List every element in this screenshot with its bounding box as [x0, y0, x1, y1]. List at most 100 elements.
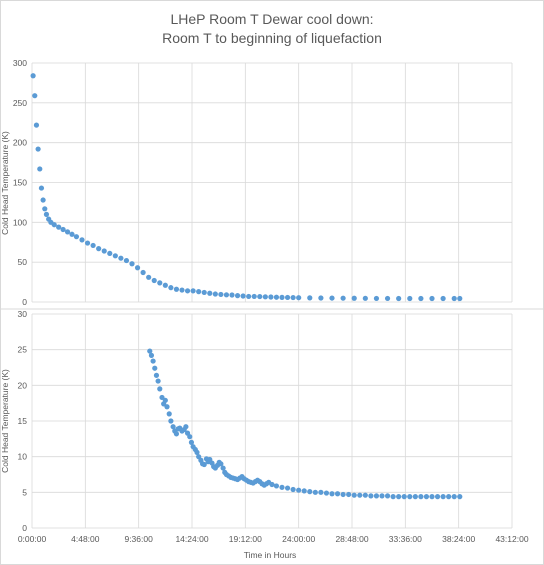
- data-point: [412, 494, 418, 500]
- y-tick-label: 30: [18, 309, 28, 319]
- data-point: [56, 224, 62, 230]
- data-point: [440, 295, 446, 302]
- data-point: [257, 293, 263, 300]
- data-point: [218, 291, 224, 298]
- data-point: [184, 288, 191, 294]
- data-point: [251, 293, 257, 300]
- lower-panel: 0 5 10 15 20 25 30 Cold Head Temperature (K): [0, 309, 513, 533]
- y-tick-label: 20: [18, 380, 28, 390]
- data-point: [340, 491, 346, 498]
- data-point: [134, 265, 141, 271]
- data-point: [64, 229, 71, 235]
- data-point: [290, 486, 296, 493]
- data-point: [179, 287, 185, 293]
- y-tick-label: 150: [13, 178, 27, 188]
- data-point: [220, 465, 226, 471]
- data-point: [42, 206, 48, 212]
- data-point: [173, 286, 180, 292]
- data-point: [60, 226, 66, 233]
- data-point: [401, 494, 407, 500]
- data-point: [307, 295, 313, 301]
- data-point: [379, 493, 385, 499]
- data-point: [229, 292, 235, 298]
- data-point: [273, 294, 280, 300]
- data-point: [146, 274, 152, 280]
- data-point: [212, 291, 218, 297]
- y-tick-label: 300: [13, 58, 27, 68]
- data-point: [390, 494, 396, 500]
- data-point: [318, 489, 324, 495]
- data-point: [147, 348, 153, 354]
- data-point: [362, 295, 368, 301]
- data-point: [351, 295, 357, 301]
- data-point: [346, 491, 352, 498]
- data-point: [112, 253, 118, 259]
- y-tick-label: 15: [18, 416, 28, 426]
- data-point: [207, 290, 213, 296]
- data-point: [201, 289, 207, 296]
- data-point: [318, 295, 324, 301]
- data-point: [101, 248, 107, 254]
- x-tick-label: 9:36:00: [124, 534, 153, 544]
- data-point: [84, 240, 91, 246]
- data-point: [384, 493, 391, 499]
- data-point: [168, 285, 174, 291]
- data-point: [457, 494, 463, 500]
- y-tick-label: 250: [13, 98, 27, 108]
- data-point: [69, 231, 75, 237]
- data-point: [429, 494, 435, 500]
- data-point: [223, 292, 230, 298]
- data-point: [107, 250, 113, 257]
- data-point: [187, 434, 193, 440]
- chart-title: LHeP Room T Dewar cool down: Room T to b…: [0, 10, 544, 48]
- data-point: [40, 197, 46, 203]
- data-point: [140, 269, 146, 276]
- data-point: [152, 365, 158, 371]
- x-tick-label: 4:48:00: [71, 534, 100, 544]
- data-point: [368, 493, 374, 499]
- data-point: [153, 372, 160, 378]
- data-point: [123, 257, 130, 264]
- x-tick-label: 24:00:00: [282, 534, 315, 544]
- data-point: [150, 358, 156, 364]
- data-point: [32, 93, 38, 99]
- y-tick-label: 50: [18, 257, 28, 267]
- data-point: [451, 295, 457, 302]
- data-point: [273, 483, 280, 489]
- y-tick-label: 5: [22, 487, 27, 497]
- data-point: [284, 294, 291, 301]
- data-point: [118, 255, 124, 261]
- y-axis-label: Cold Head Temperature (K): [0, 131, 10, 235]
- data-point: [201, 461, 207, 468]
- data-point: [423, 494, 430, 500]
- data-point: [188, 439, 195, 445]
- data-point: [262, 294, 268, 300]
- y-tick-label: 0: [22, 297, 27, 307]
- data-point: [373, 295, 380, 302]
- data-point: [234, 293, 241, 299]
- chart-title-line2: Room T to beginning of liquefaction: [162, 30, 382, 46]
- data-point: [284, 485, 291, 491]
- data-point: [35, 146, 41, 152]
- data-point: [51, 222, 57, 228]
- x-tick-label: 28:48:00: [335, 534, 368, 544]
- data-point: [129, 261, 135, 267]
- data-point: [183, 424, 189, 430]
- data-point: [418, 494, 424, 500]
- data-point: [96, 246, 102, 252]
- data-point: [218, 461, 224, 467]
- data-point: [296, 295, 302, 301]
- data-point: [164, 404, 170, 410]
- data-point: [196, 289, 202, 295]
- data-point: [190, 288, 196, 294]
- y-tick-label: 25: [18, 345, 28, 355]
- data-point: [279, 294, 285, 300]
- x-axis-label: Time in Hours: [244, 550, 297, 560]
- data-point: [157, 280, 163, 286]
- data-point: [168, 418, 174, 424]
- data-point: [312, 489, 318, 495]
- data-point: [301, 488, 307, 494]
- data-point: [329, 491, 335, 497]
- data-point: [173, 431, 180, 437]
